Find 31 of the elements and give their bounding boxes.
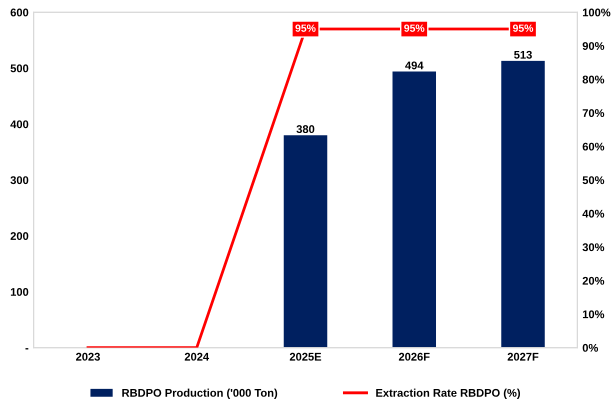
y-tick-label: 600 (10, 8, 28, 16)
y2-tick-label: 90% (582, 42, 604, 50)
x-tick-label: 2026F (398, 352, 430, 361)
data-label: 380 (296, 125, 314, 134)
y-tick-label: - (25, 348, 28, 350)
data-label: 494 (405, 61, 424, 70)
y2-tick-label: 10% (582, 310, 604, 318)
y2-tick-label: 20% (582, 276, 604, 285)
x-tick-label: 2024 (184, 352, 210, 361)
legend-label: Extraction Rate RBDPO (%) (376, 388, 520, 399)
bar (284, 135, 328, 348)
y-tick-label: 100 (10, 288, 28, 296)
bar (501, 60, 545, 348)
y2-tick-label: 30% (582, 243, 604, 252)
y2-tick-label: 100% (582, 8, 610, 16)
y2-tick-label: 70% (582, 109, 604, 118)
y-tick-label: 500 (10, 64, 28, 72)
y-tick-label: 200 (10, 232, 28, 240)
y2-tick-label: 80% (582, 76, 604, 84)
y2-tick-label: 0% (582, 344, 598, 352)
data-label: 513 (514, 50, 532, 59)
legend-label: RBDPO Production ('000 Ton) (122, 388, 278, 399)
y2-tick-label: 60% (582, 142, 604, 151)
x-tick-label: 2027F (508, 352, 538, 361)
y-tick-label: 400 (10, 120, 28, 128)
y-tick-label: 300 (10, 176, 28, 184)
x-tick-label: 2025E (290, 352, 322, 361)
y2-tick-label: 40% (582, 210, 604, 218)
y2-tick-label: 50% (582, 176, 604, 184)
bar (392, 72, 436, 348)
x-tick-label: 2023 (76, 352, 100, 361)
